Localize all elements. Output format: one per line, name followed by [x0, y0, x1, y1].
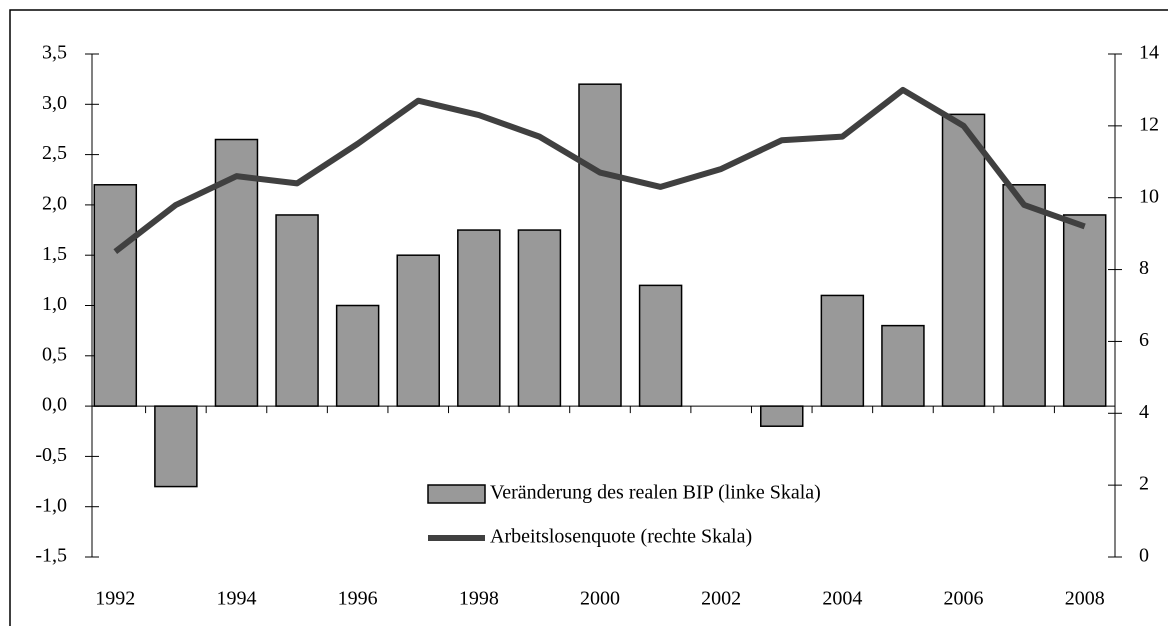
- y-tick-label: -0,5: [35, 444, 67, 466]
- bar: [335, 304, 380, 407]
- x-tick-label: 1994: [216, 588, 256, 610]
- x-tick-label: 2008: [1065, 588, 1105, 610]
- frame: [9, 9, 1168, 626]
- x-tick-label: 2002: [701, 588, 741, 610]
- x-tick-label: 1998: [459, 588, 499, 610]
- y2-tick-label: 6: [1139, 329, 1149, 351]
- line: [113, 86, 1086, 254]
- legend-label: Veränderung des realen BIP (linke Skala): [490, 482, 821, 504]
- bar: [1062, 214, 1107, 407]
- bar: [275, 214, 319, 407]
- x-tick-label: 1996: [338, 588, 378, 610]
- bar: [154, 405, 198, 488]
- y-tick-label: 1,0: [42, 293, 67, 315]
- bar: [881, 324, 925, 407]
- legend-swatch: [427, 484, 486, 504]
- bar: [578, 83, 622, 407]
- bar: [820, 294, 865, 407]
- bar: [941, 113, 986, 407]
- bar: [760, 405, 804, 427]
- y-tick-label: 0,0: [42, 394, 67, 416]
- y-tick-label: 2,5: [42, 142, 67, 164]
- y2-tick-label: 12: [1139, 113, 1159, 135]
- y2-tick-label: 8: [1139, 257, 1149, 279]
- y2-tick-label: 10: [1139, 185, 1159, 207]
- y-tick-label: 3,5: [42, 42, 67, 64]
- x-tick-label: 1992: [95, 588, 135, 610]
- y-tick-label: 0,5: [42, 343, 67, 365]
- y-tick-label: 2,0: [42, 192, 67, 214]
- bar: [517, 229, 562, 407]
- bar: [1002, 184, 1046, 407]
- x-tick-label: 2006: [944, 588, 984, 610]
- x-tick-label: 2004: [822, 588, 862, 610]
- y-tick-label: 3,0: [42, 92, 67, 114]
- x-tick-label: 2000: [580, 588, 620, 610]
- y2-tick-label: 14: [1139, 42, 1159, 64]
- y-tick-label: -1,5: [35, 545, 67, 567]
- y-tick-label: 1,5: [42, 243, 67, 265]
- y2-tick-label: 0: [1139, 545, 1149, 567]
- y-tick-label: -1,0: [35, 494, 67, 516]
- y2-tick-label: 2: [1139, 473, 1149, 495]
- bar: [93, 184, 138, 407]
- bar: [396, 254, 440, 407]
- y2-tick-label: 4: [1139, 401, 1149, 423]
- bar: [638, 284, 683, 407]
- legend-label: Arbeitslosenquote (rechte Skala): [490, 526, 752, 548]
- bar: [457, 229, 501, 407]
